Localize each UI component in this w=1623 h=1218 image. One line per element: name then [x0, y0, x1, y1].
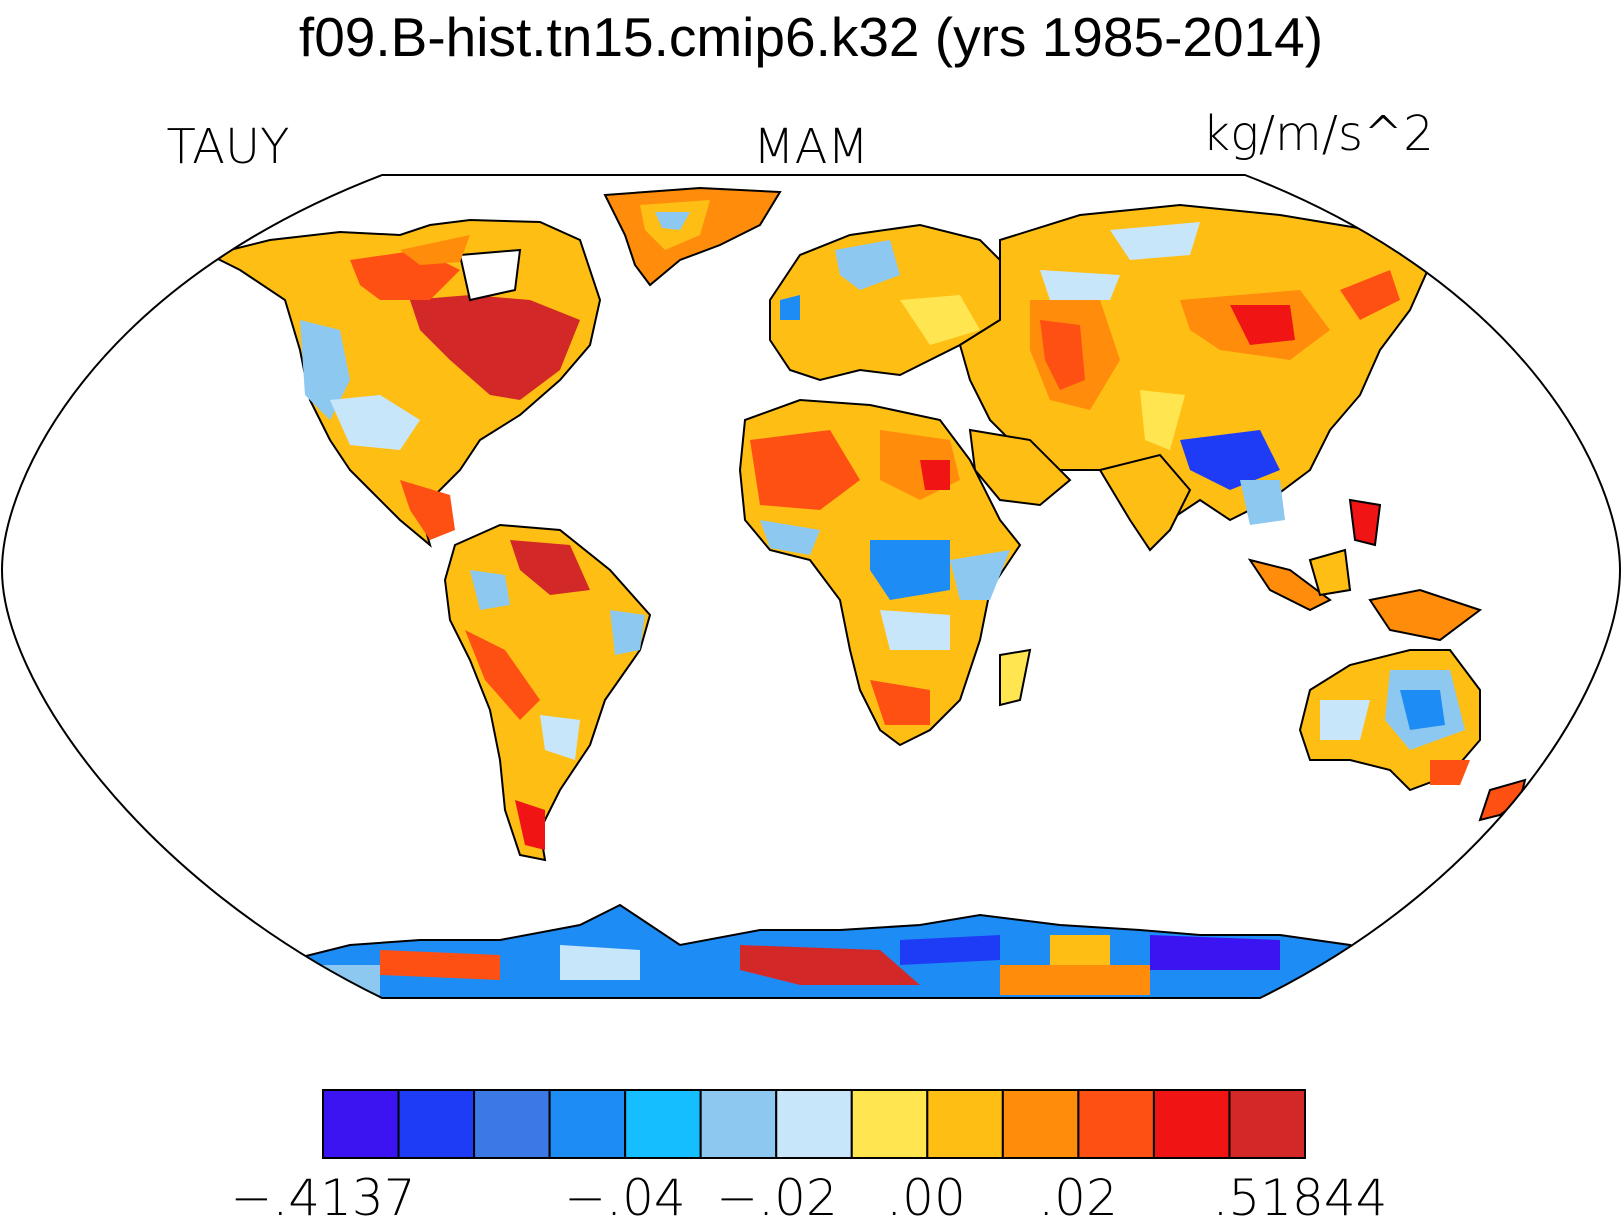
colorbar-box	[699, 1089, 778, 1159]
colorbar-box	[1077, 1089, 1155, 1159]
land-field	[207, 186, 1527, 998]
colorbar-tick-label: −.04	[564, 1169, 685, 1218]
maritime-asia	[1247, 498, 1483, 642]
colorbar-box	[473, 1089, 551, 1159]
colorbar-box	[850, 1089, 929, 1159]
greenland	[603, 186, 782, 287]
units-label: kg/m/s^2	[1202, 106, 1433, 162]
colorbar-box	[322, 1089, 400, 1159]
colorbar-tick-label: −.4137	[230, 1169, 415, 1218]
colorbar-box	[775, 1089, 853, 1159]
colorbar-tick-label: .00	[886, 1169, 966, 1218]
colorbar	[322, 1089, 1307, 1159]
colorbar-tick-label: .02	[1038, 1169, 1118, 1218]
colorbar-box	[548, 1089, 627, 1159]
variable-label: TAUY	[167, 119, 290, 175]
colorbar-box	[624, 1089, 702, 1159]
colorbar-box	[1152, 1089, 1231, 1159]
colorbar-box	[1001, 1089, 1080, 1159]
colorbar-tick-labels: −.4137 −.04 −.02 .00 .02 .51844	[230, 1169, 1387, 1218]
antarctica	[289, 903, 1352, 998]
plot-title: f09.B-hist.tn15.cmip6.k32 (yrs 1985-2014…	[299, 6, 1323, 68]
north-america	[207, 218, 602, 548]
season-label: MAM	[753, 119, 869, 175]
india	[1098, 453, 1192, 552]
colorbar-tick-label: −.02	[716, 1169, 837, 1218]
europe	[769, 223, 1012, 382]
colorbar-box	[926, 1089, 1004, 1159]
south-america	[443, 523, 652, 862]
world-map	[0, 174, 1622, 999]
asia	[958, 203, 1432, 542]
colorbar-box	[397, 1089, 476, 1159]
australia	[1298, 649, 1481, 792]
africa	[738, 398, 1032, 747]
colorbar-tick-label: .51844	[1213, 1169, 1388, 1218]
map-frame	[0, 174, 1622, 999]
colorbar-box	[1228, 1089, 1307, 1159]
